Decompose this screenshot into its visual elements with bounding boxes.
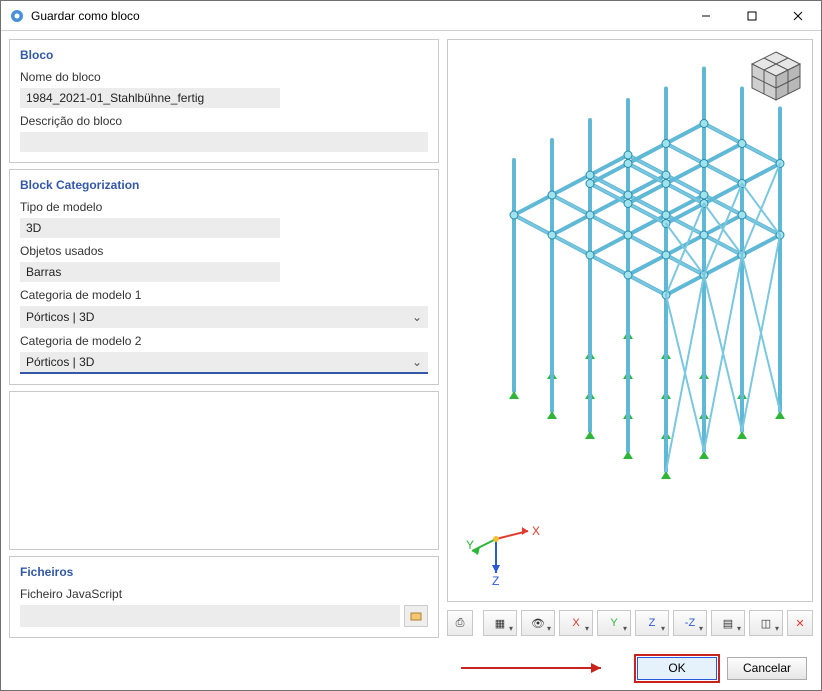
maximize-button[interactable]	[729, 1, 775, 31]
left-column: Bloco Nome do bloco Descrição do bloco B…	[9, 39, 439, 638]
category-1-select[interactable]: Pórticos | 3D ⌄	[20, 306, 428, 328]
preview-viewport[interactable]: X Y Z	[447, 39, 813, 602]
category-1-value: Pórticos | 3D	[26, 310, 94, 324]
tool-eye-dd[interactable]: 👁	[521, 610, 555, 636]
axis-z-label: Z	[492, 574, 499, 588]
label-objects-used: Objetos usados	[20, 244, 428, 258]
block-desc-input[interactable]	[20, 132, 428, 152]
tool-x-dd[interactable]: X	[559, 610, 593, 636]
window-controls	[683, 1, 821, 31]
block-name-input[interactable]	[20, 88, 280, 108]
objects-used-field	[20, 262, 280, 282]
label-model-type: Tipo de modelo	[20, 200, 428, 214]
label-category-1: Categoria de modelo 1	[20, 288, 428, 302]
folder-icon	[409, 609, 423, 623]
label-js-file: Ficheiro JavaScript	[20, 587, 428, 601]
tool-negz-dd[interactable]: -Z	[673, 610, 707, 636]
panel-empty	[9, 391, 439, 550]
tool-target[interactable]: ✕	[787, 610, 813, 636]
dialog-window: Guardar como bloco Bloco Nome do bloco D…	[0, 0, 822, 691]
close-button[interactable]	[775, 1, 821, 31]
panel-files: Ficheiros Ficheiro JavaScript	[9, 556, 439, 638]
dialog-body: Bloco Nome do bloco Descrição do bloco B…	[1, 31, 821, 646]
dialog-footer: OK Cancelar	[1, 646, 821, 690]
tool-cube-dd[interactable]: ◫	[749, 610, 783, 636]
window-title: Guardar como bloco	[31, 9, 683, 23]
tool-z-dd[interactable]: Z	[635, 610, 669, 636]
panel-header: Bloco	[20, 48, 428, 62]
minimize-button[interactable]	[683, 1, 729, 31]
js-file-input[interactable]	[20, 605, 400, 627]
panel-bloco: Bloco Nome do bloco Descrição do bloco	[9, 39, 439, 163]
app-icon	[9, 8, 25, 24]
tool-generic[interactable]: ⎙	[447, 610, 473, 636]
label-block-name: Nome do bloco	[20, 70, 428, 84]
axis-gizmo: X Y Z	[466, 509, 546, 589]
model-type-field	[20, 218, 280, 238]
category-2-select[interactable]: Pórticos | 3D ⌄	[20, 352, 428, 374]
category-2-value: Pórticos | 3D	[26, 355, 94, 369]
axis-x-label: X	[532, 524, 540, 538]
orientation-cube-icon[interactable]	[748, 48, 804, 104]
chevron-down-icon: ⌄	[412, 355, 422, 369]
tool-view-dd[interactable]: ▦	[483, 610, 517, 636]
tool-y-dd[interactable]: Y	[597, 610, 631, 636]
preview-toolbar: ⎙ ▦ 👁 X Y Z -Z ▤ ◫ ✕	[447, 608, 813, 638]
tool-layers-dd[interactable]: ▤	[711, 610, 745, 636]
structure-preview	[448, 40, 808, 500]
label-block-desc: Descrição do bloco	[20, 114, 428, 128]
js-file-row	[20, 605, 428, 627]
ok-button[interactable]: OK	[637, 657, 717, 680]
chevron-down-icon: ⌄	[412, 310, 422, 324]
js-browse-button[interactable]	[404, 605, 428, 627]
label-category-2: Categoria de modelo 2	[20, 334, 428, 348]
panel-header: Block Categorization	[20, 178, 428, 192]
axis-y-label: Y	[466, 538, 474, 552]
annotation-arrow	[457, 658, 617, 678]
cancel-button[interactable]: Cancelar	[727, 657, 807, 680]
panel-header: Ficheiros	[20, 565, 428, 579]
panel-categorization: Block Categorization Tipo de modelo Obje…	[9, 169, 439, 385]
titlebar: Guardar como bloco	[1, 1, 821, 31]
right-column: X Y Z ⎙ ▦ 👁 X Y Z -Z	[447, 39, 813, 638]
